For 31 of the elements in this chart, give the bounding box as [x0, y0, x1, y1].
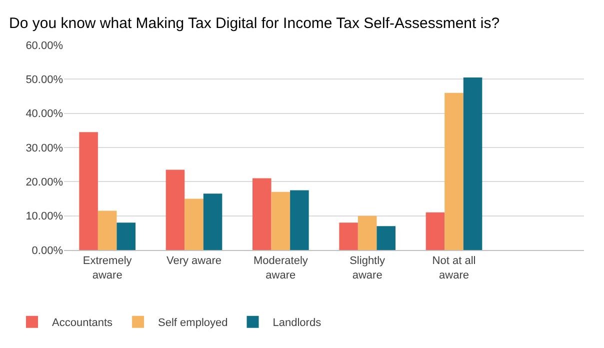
bar [79, 132, 98, 250]
y-tick-label: 30.00% [26, 142, 64, 154]
y-tick-label: 50.00% [26, 74, 64, 86]
x-tick-label: Slightly aware [350, 255, 386, 282]
x-tick-label: Very aware [166, 255, 222, 268]
bar [271, 192, 290, 250]
y-tick-label: 60.00% [26, 40, 64, 52]
bar [98, 210, 117, 250]
bar [444, 92, 464, 250]
bar [116, 222, 136, 250]
bar [376, 226, 396, 250]
y-tick-label: 10.00% [26, 210, 64, 223]
bar [339, 222, 358, 250]
legend-label: Self employed [158, 317, 228, 330]
bar [203, 194, 222, 250]
x-tick-label: Extremely aware [82, 255, 132, 282]
bar [463, 77, 482, 250]
y-tick-label: 0.00% [32, 244, 64, 257]
x-tick-label: Not at all aware [432, 255, 476, 282]
legend-label: Landlords [272, 317, 322, 330]
legend-label: Accountants [52, 317, 114, 330]
y-tick-label: 40.00% [26, 108, 64, 120]
y-tick-label: 20.00% [26, 176, 64, 189]
bar [290, 190, 309, 250]
x-tick-label: Moderately aware [253, 255, 308, 282]
chart-title: Do you know what Making Tax Digital for Income Tax Self-Assessment is? [9, 14, 500, 32]
bar [252, 178, 272, 250]
bar [184, 198, 204, 250]
bar [358, 216, 377, 250]
bar [426, 212, 445, 250]
bar [166, 170, 185, 250]
